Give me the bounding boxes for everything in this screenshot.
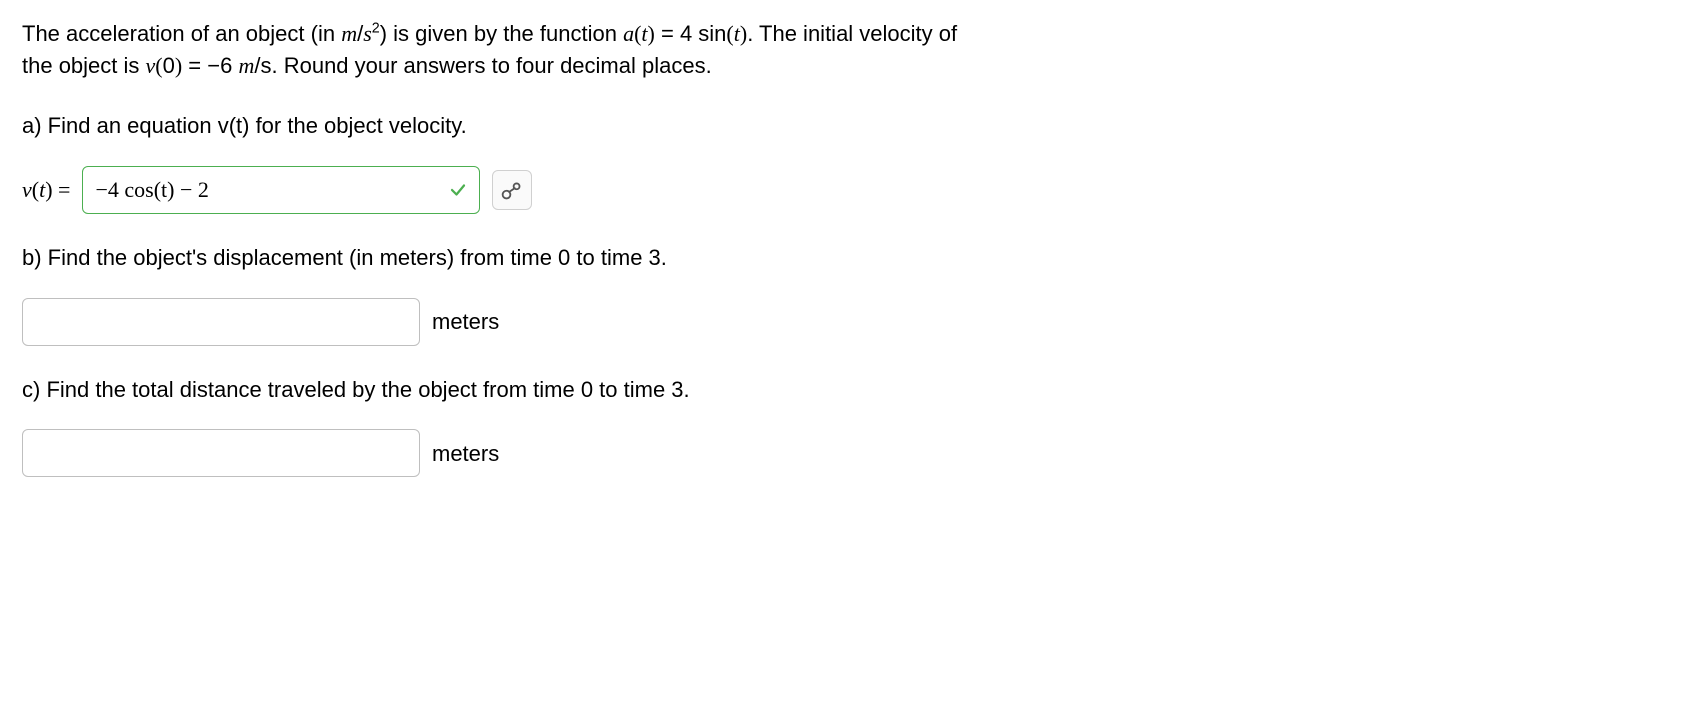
check-icon xyxy=(449,181,467,199)
fn-v: v xyxy=(22,177,32,202)
part-b-unit: meters xyxy=(432,306,499,338)
lparen: ( xyxy=(155,53,162,78)
part-a-input-value: −4 cos(t) − 2 xyxy=(95,174,443,206)
part-c: c) Find the total distance traveled by t… xyxy=(22,374,1664,478)
problem-statement: The acceleration of an object (in m/s 2) … xyxy=(22,18,1664,82)
text: . The initial velocity of xyxy=(747,21,957,46)
part-a-input[interactable]: −4 cos(t) − 2 xyxy=(82,166,480,214)
part-c-input[interactable] xyxy=(22,429,420,477)
fn-a: a xyxy=(623,21,634,46)
text: The acceleration of an object (in xyxy=(22,21,341,46)
eq: = xyxy=(182,53,207,78)
part-a-answer-row: v(t) = −4 cos(t) − 2 xyxy=(22,166,1664,214)
answer-prefix: v(t) = xyxy=(22,174,70,206)
lparen: ( xyxy=(726,21,733,46)
coef: 4 xyxy=(680,21,698,46)
formatting-help-button[interactable] xyxy=(492,170,532,210)
part-c-answer-row: meters xyxy=(22,429,1664,477)
sin: sin xyxy=(698,21,726,46)
unit-exp: 2 xyxy=(372,21,380,37)
sigma-icon xyxy=(501,179,523,201)
unit-m: m xyxy=(238,53,254,78)
eq: = xyxy=(53,177,71,202)
unit-m: m xyxy=(341,21,357,46)
unit-per-s: /s xyxy=(254,53,271,78)
part-b-input[interactable] xyxy=(22,298,420,346)
rparen: ) xyxy=(648,21,655,46)
arg-zero: 0 xyxy=(163,53,175,78)
v0-value: −6 xyxy=(207,53,238,78)
part-b-label: b) Find the object's displacement (in me… xyxy=(22,242,1664,274)
part-c-unit: meters xyxy=(432,438,499,470)
text: ) is given by the function xyxy=(380,21,623,46)
part-a-label: a) Find an equation v(t) for the object … xyxy=(22,110,1664,142)
part-c-label: c) Find the total distance traveled by t… xyxy=(22,374,1664,406)
part-b-answer-row: meters xyxy=(22,298,1664,346)
part-a: a) Find an equation v(t) for the object … xyxy=(22,110,1664,214)
text: . Round your answers to four decimal pla… xyxy=(271,53,711,78)
eq: = xyxy=(655,21,680,46)
fn-v: v xyxy=(146,53,156,78)
unit-s: s xyxy=(363,21,372,46)
text: the object is xyxy=(22,53,146,78)
part-b: b) Find the object's displacement (in me… xyxy=(22,242,1664,346)
